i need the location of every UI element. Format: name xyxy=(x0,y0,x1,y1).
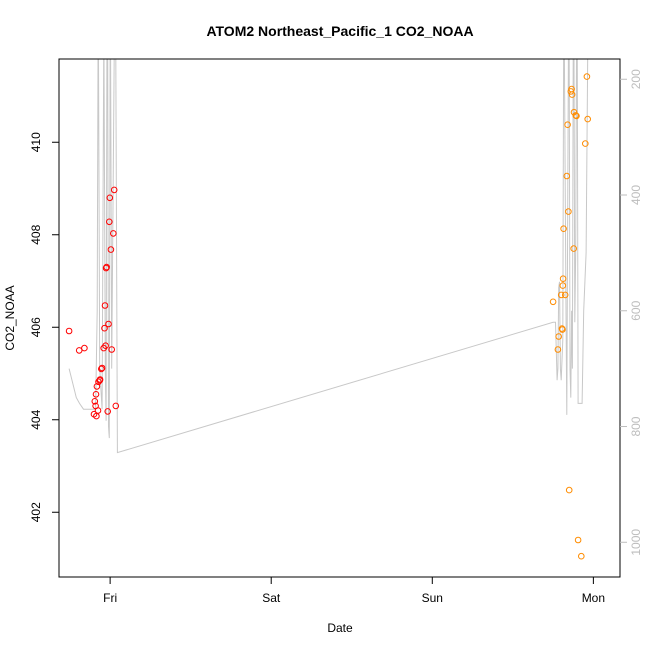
data-point-series-2 xyxy=(582,140,589,147)
data-point-series-2 xyxy=(559,282,567,289)
data-point-series-1 xyxy=(101,324,108,332)
y-tick-label: 410 xyxy=(29,132,43,152)
data-point-series-2 xyxy=(573,112,580,120)
data-point-series-1 xyxy=(108,346,115,353)
plot-area xyxy=(65,59,592,560)
right-tick-label: 600 xyxy=(629,300,643,320)
plot-frame xyxy=(58,58,621,578)
data-point-series-1 xyxy=(93,383,101,390)
y-axis-right: 200 400 600 800 1000 xyxy=(620,69,643,556)
data-point-series-2 xyxy=(578,552,585,560)
data-point-series-1 xyxy=(98,365,105,373)
data-point-series-2 xyxy=(570,245,578,252)
data-point-series-2 xyxy=(560,225,567,232)
data-point-series-1 xyxy=(75,347,83,354)
data-point-series-1 xyxy=(91,398,99,405)
data-point-series-1 xyxy=(106,218,113,226)
x-tick-label: Fri xyxy=(103,591,117,605)
data-point-series-2 xyxy=(549,298,557,306)
y-tick-label: 402 xyxy=(29,502,43,522)
data-point-series-2 xyxy=(565,486,573,494)
data-point-series-1 xyxy=(106,194,114,202)
data-point-series-1 xyxy=(101,302,109,309)
data-point-series-2 xyxy=(574,536,582,544)
right-tick-label: 400 xyxy=(629,185,643,205)
right-tick-label: 800 xyxy=(629,416,643,436)
x-tick-label: Sun xyxy=(422,591,443,605)
data-point-series-1 xyxy=(96,376,104,383)
data-point-series-1 xyxy=(104,408,111,415)
data-point-series-2 xyxy=(564,121,571,128)
data-point-series-1 xyxy=(110,230,117,237)
data-point-series-2 xyxy=(568,91,576,98)
data-point-series-2 xyxy=(554,346,562,353)
data-point-series-2 xyxy=(563,172,571,180)
data-point-series-1 xyxy=(103,263,110,271)
altitude-line xyxy=(68,59,589,454)
x-tick-label: Sat xyxy=(262,591,281,605)
data-point-series-1 xyxy=(92,391,100,398)
data-point-series-2 xyxy=(561,291,569,299)
x-axis: Fri Sat Sun Mon xyxy=(103,577,605,605)
y-tick-label: 404 xyxy=(29,409,43,429)
data-point-series-1 xyxy=(81,344,88,352)
y-axis-left: 402 404 406 408 410 xyxy=(29,132,59,522)
data-point-series-1 xyxy=(65,327,73,335)
data-point-series-2 xyxy=(555,333,563,340)
data-point-series-1 xyxy=(102,342,109,350)
data-point-series-1 xyxy=(107,246,115,253)
data-point-series-2 xyxy=(559,275,567,283)
chart-title: ATOM2 Northeast_Pacific_1 CO2_NOAA xyxy=(206,23,473,39)
right-tick-label: 200 xyxy=(629,69,643,89)
data-point-series-2 xyxy=(583,73,591,80)
y-tick-label: 406 xyxy=(29,317,43,337)
data-point-series-1 xyxy=(94,407,102,414)
y-axis-label: CO2_NOAA xyxy=(3,285,17,350)
data-point-series-1 xyxy=(110,186,118,194)
data-point-series-2 xyxy=(584,115,592,123)
data-point-series-1 xyxy=(105,320,112,328)
data-point-series-2 xyxy=(565,208,572,215)
right-tick-label: 1000 xyxy=(629,529,643,556)
y-tick-label: 408 xyxy=(29,224,43,244)
x-axis-label: Date xyxy=(327,621,353,635)
data-point-series-2 xyxy=(559,326,566,333)
data-point-series-2 xyxy=(557,291,565,299)
data-point-series-1 xyxy=(98,364,106,372)
x-tick-label: Mon xyxy=(582,591,605,605)
data-point-series-1 xyxy=(112,402,120,410)
